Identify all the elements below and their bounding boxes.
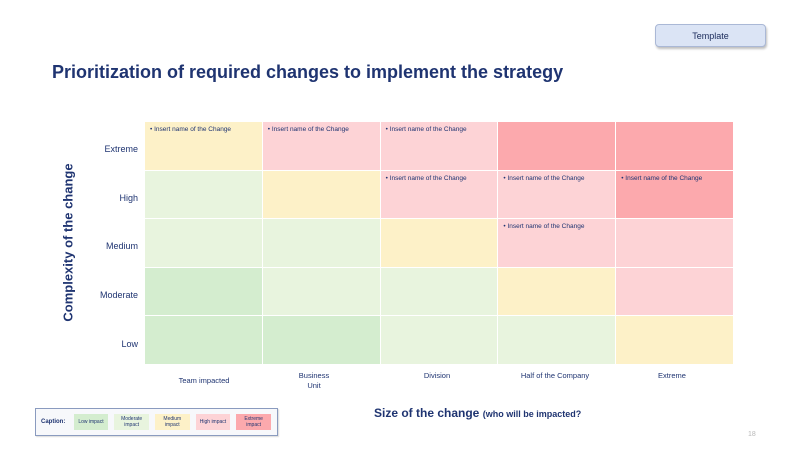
change-item: • Insert name of the Change [267, 126, 349, 133]
x-axis-title: Size of the change (who will be impacted… [374, 406, 581, 420]
col-label-extreme: Extreme [658, 371, 686, 380]
matrix-cell [498, 316, 616, 364]
change-item: • Insert name of the Change [385, 174, 467, 182]
x-axis-title-sub: (who will be impacted? [482, 409, 582, 419]
matrix-cell [145, 267, 262, 316]
matrix-cell [498, 122, 616, 170]
x-axis-title-main: Size of the change [374, 406, 480, 420]
matrix-cell [616, 316, 733, 364]
page-title: Prioritization of required changes to im… [52, 62, 564, 82]
change-item: • Insert name of the Change [150, 126, 232, 133]
template-button[interactable]: Template [655, 24, 766, 47]
change-item: • Insert name of the Change [621, 174, 703, 182]
matrix-cell: • Insert name of the Change [380, 170, 498, 219]
matrix-cell: • Insert name of the Change [498, 170, 616, 219]
row-label-medium: Medium [105, 241, 138, 251]
matrix-cell [145, 316, 262, 364]
matrix-cell [262, 219, 380, 267]
matrix-cell [145, 170, 262, 219]
col-label-team-impacted: Team impacted [178, 376, 230, 385]
matrix-cell [498, 267, 616, 316]
prioritization-matrix: • Insert name of the Change • Insert name… [145, 122, 733, 364]
matrix-cell [262, 316, 380, 364]
matrix-cell [616, 267, 733, 316]
matrix-cell: • Insert name of the Change [498, 219, 616, 267]
row-label-high: High [119, 193, 138, 203]
matrix-cell [262, 267, 380, 316]
page-number: 18 [748, 431, 756, 438]
matrix-cell [380, 219, 498, 267]
matrix-cell [262, 170, 380, 219]
y-axis-title: Complexity of the change [60, 163, 76, 322]
matrix-cell [380, 267, 498, 316]
matrix-cell: • Insert name of the Change [616, 170, 733, 219]
row-label-extreme: Extreme [104, 144, 138, 154]
legend-swatch-extreme: Extreme impact [236, 414, 271, 430]
matrix-cell [380, 316, 498, 364]
matrix-cell: • Insert name of the Change [262, 122, 380, 170]
legend-swatch-high: High impact [195, 414, 231, 430]
caption-legend: Caption: Low impact Moderate impact Medi… [35, 408, 278, 436]
template-label: Template [692, 30, 729, 41]
col-label-division: Division [423, 371, 451, 380]
legend-swatch-moderate: Moderate impact [114, 414, 149, 430]
legend-swatch-low: Low impact [73, 414, 109, 430]
change-item: • Insert name of the Change [385, 126, 467, 133]
matrix-cell [616, 219, 733, 267]
change-item: • Insert name of the Change [503, 174, 585, 182]
legend-swatch-medium: Medium impact [154, 414, 190, 430]
caption-label: Caption: [41, 419, 66, 425]
matrix-cell: • Insert name of the Change [380, 122, 498, 170]
change-item: • Insert name of the Change [503, 223, 585, 231]
col-label-business-unit: Business Unit [298, 371, 330, 390]
row-label-moderate: Moderate [99, 290, 138, 300]
matrix-cell [616, 122, 733, 170]
col-label-half-company: Half of the Company [520, 371, 590, 380]
matrix-cell: • Insert name of the Change [145, 122, 262, 170]
row-label-low: Low [121, 339, 138, 349]
matrix-cell [145, 219, 262, 267]
